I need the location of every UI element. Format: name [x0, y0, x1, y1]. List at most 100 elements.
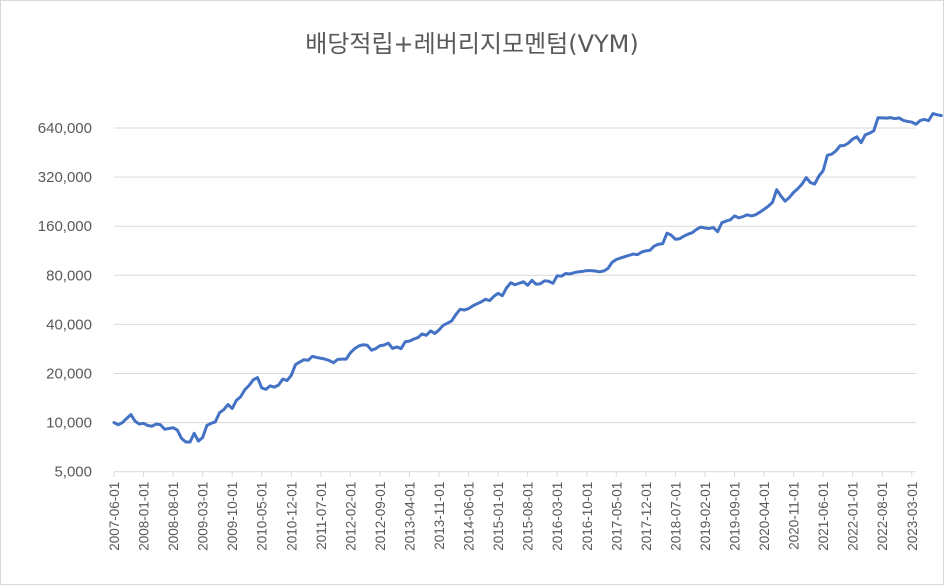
x-tick-label: 2023-03-01: [905, 482, 920, 551]
data-point: [489, 299, 491, 302]
data-point: [358, 345, 360, 347]
data-point: [641, 251, 643, 253]
data-point: [345, 358, 347, 360]
data-point: [560, 275, 563, 277]
data-point: [113, 422, 115, 424]
data-point: [679, 238, 681, 240]
data-point: [527, 284, 529, 286]
x-tick-label: 2020-04-01: [757, 482, 772, 551]
data-point: [695, 228, 698, 230]
data-point: [632, 253, 634, 255]
data-point: [755, 214, 757, 216]
data-point: [138, 423, 140, 425]
x-tick-label: 2015-08-01: [521, 482, 536, 551]
data-point: [459, 308, 461, 310]
data-point: [320, 357, 322, 359]
data-point: [662, 243, 664, 245]
data-point: [256, 376, 259, 379]
x-tick-label: 2010-05-01: [255, 482, 270, 551]
data-point: [134, 420, 136, 422]
data-point: [531, 279, 533, 281]
data-point: [151, 425, 153, 427]
data-point: [603, 270, 605, 272]
data-point: [261, 387, 263, 389]
data-point: [354, 348, 356, 350]
data-point: [235, 399, 238, 401]
series-line: [112, 112, 943, 444]
data-point: [227, 403, 229, 406]
data-point: [767, 205, 769, 207]
y-tick-label: 20,000: [46, 366, 92, 383]
data-point: [805, 176, 807, 179]
data-point: [742, 216, 744, 218]
data-point: [290, 374, 292, 376]
data-point: [691, 232, 693, 234]
data-point: [396, 346, 398, 348]
data-point: [370, 349, 373, 351]
data-point: [501, 295, 503, 297]
data-point: [278, 384, 280, 386]
data-point: [404, 341, 406, 343]
data-point: [746, 214, 748, 216]
x-tick-label: 2012-09-01: [373, 482, 388, 551]
data-point: [476, 303, 478, 305]
data-point: [856, 136, 858, 138]
data-point: [932, 113, 934, 115]
data-point: [543, 280, 546, 282]
data-point: [286, 379, 288, 382]
data-point: [193, 432, 195, 434]
x-axis-ticks: 2007-06-01 2008-01-01 2008-08-01 2009-03-01…: [107, 471, 920, 551]
data-point: [619, 257, 622, 259]
data-point: [881, 117, 883, 119]
data-point: [539, 283, 541, 285]
data-point: [885, 117, 888, 119]
data-point: [379, 345, 381, 347]
data-point: [442, 324, 444, 326]
data-point: [868, 132, 871, 134]
data-point: [729, 219, 731, 221]
data-point: [472, 305, 474, 307]
data-point: [636, 254, 639, 256]
data-point: [822, 170, 824, 172]
data-point: [535, 283, 537, 285]
data-point: [299, 361, 301, 363]
data-point: [666, 232, 668, 234]
data-point: [434, 332, 436, 335]
x-tick-label: 2008-01-01: [137, 482, 152, 551]
data-point: [577, 271, 579, 273]
data-point: [683, 235, 685, 237]
data-point: [180, 437, 183, 440]
data-point: [164, 428, 166, 430]
data-point: [362, 344, 364, 346]
data-point: [915, 123, 917, 125]
data-point: [653, 245, 655, 247]
data-point: [206, 424, 208, 427]
data-point: [771, 201, 774, 203]
data-point: [776, 189, 778, 191]
data-point: [898, 117, 900, 119]
data-point: [830, 153, 833, 155]
data-point: [172, 427, 174, 429]
data-point: [337, 358, 339, 361]
data-point: [906, 120, 909, 123]
data-point: [615, 258, 617, 261]
data-point: [307, 359, 309, 361]
data-point: [670, 234, 672, 236]
data-point: [902, 119, 904, 122]
y-tick-label: 80,000: [46, 267, 92, 284]
chart-title: 배당적립+레버리지모멘텀(VYM): [305, 30, 639, 58]
data-point: [282, 378, 284, 380]
data-point: [176, 429, 178, 431]
y-axis-ticks: 5,000 10,000 20,000 40,000 80,000 160,000 320,…: [38, 120, 92, 481]
y-tick-label: 40,000: [46, 316, 92, 333]
x-tick-label: 2019-02-01: [698, 482, 713, 551]
data-point: [294, 363, 297, 366]
data-point: [674, 238, 677, 240]
data-point: [864, 134, 866, 136]
data-point: [400, 348, 402, 350]
data-point: [725, 220, 727, 222]
x-tick-label: 2016-10-01: [580, 482, 595, 551]
data-point: [413, 338, 415, 340]
